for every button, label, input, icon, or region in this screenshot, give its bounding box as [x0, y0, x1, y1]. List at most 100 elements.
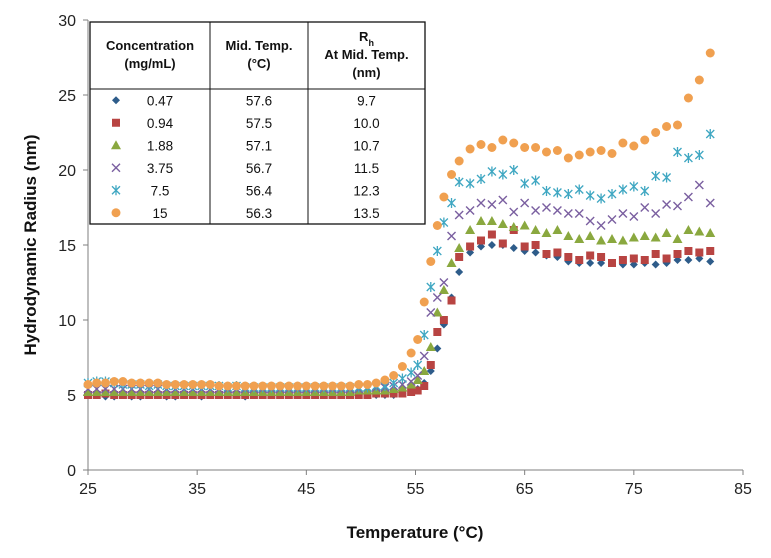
y-axis-title: Hydrodynamic Radius (nm): [21, 134, 40, 355]
data-point: [585, 190, 595, 201]
data-point: [447, 296, 456, 305]
legend-cell: 10.0: [353, 116, 379, 131]
data-point: [419, 297, 429, 307]
data-point: [520, 143, 530, 152]
data-point: [109, 387, 120, 396]
y-tick-label: 5: [67, 388, 76, 405]
data-point: [629, 181, 639, 192]
data-point: [362, 380, 372, 389]
data-point: [398, 389, 407, 398]
data-point: [310, 381, 320, 391]
data-point: [552, 146, 562, 155]
data-point: [618, 256, 627, 264]
data-points: [83, 48, 716, 401]
data-point: [413, 371, 423, 380]
data-point: [586, 251, 595, 260]
data-point: [454, 156, 464, 166]
data-point: [407, 388, 416, 396]
data-point: [118, 377, 128, 386]
data-point: [487, 166, 497, 177]
legend-cell: 56.7: [246, 161, 272, 176]
data-point: [509, 138, 519, 148]
data-point: [412, 375, 423, 384]
data-point: [153, 378, 163, 388]
data-point: [706, 247, 715, 255]
data-point: [673, 120, 682, 130]
legend-header-text: Mid. Temp.: [226, 38, 293, 53]
data-point: [596, 235, 607, 245]
data-point: [406, 379, 417, 389]
data-point: [388, 384, 399, 393]
data-point: [531, 143, 541, 152]
axis-ticks: 0 5 10 15 20 25 30 25 35 45 55 65 75 85: [58, 13, 752, 498]
data-point: [684, 247, 693, 255]
legend-marker: [111, 208, 121, 218]
data-point: [575, 256, 584, 264]
data-point: [553, 248, 562, 257]
data-point: [695, 248, 704, 257]
legend-marker: [111, 140, 121, 150]
data-point: [607, 234, 617, 243]
data-point: [152, 387, 163, 396]
data-point: [519, 220, 530, 230]
x-axis-title: Temperature (°C): [347, 523, 484, 542]
data-point: [170, 380, 180, 389]
data-point: [126, 387, 137, 396]
data-point: [249, 381, 259, 391]
data-point: [266, 381, 276, 391]
data-point: [293, 381, 303, 391]
data-point: [454, 243, 465, 252]
data-point: [477, 236, 485, 245]
legend-cell: 3.75: [147, 161, 173, 176]
legend-header-text: At Mid. Temp.: [324, 47, 408, 62]
data-point: [319, 381, 329, 391]
data-point: [705, 129, 715, 139]
data-point: [607, 215, 617, 224]
series-6: [83, 48, 715, 391]
data-point: [426, 282, 436, 292]
data-point: [498, 239, 507, 248]
data-point: [607, 149, 617, 158]
data-point: [240, 381, 250, 391]
data-point: [705, 198, 715, 208]
data-point: [487, 241, 496, 249]
data-point: [628, 232, 639, 242]
data-point: [413, 335, 423, 344]
data-point: [328, 381, 338, 391]
data-point: [552, 187, 562, 198]
data-point: [92, 378, 102, 388]
x-tick-label: 85: [734, 481, 752, 498]
data-point: [420, 382, 429, 390]
data-point: [542, 203, 551, 212]
data-point: [683, 93, 693, 103]
data-point: [223, 381, 233, 391]
data-point: [542, 186, 551, 196]
data-point: [275, 381, 285, 391]
data-point: [706, 257, 715, 266]
data-point: [354, 380, 364, 389]
data-point: [197, 380, 207, 389]
legend-cell: 11.5: [354, 161, 379, 176]
data-point: [629, 254, 638, 263]
legend-cell: 57.1: [246, 138, 272, 153]
data-point: [563, 231, 574, 240]
data-point: [465, 178, 475, 189]
data-point: [433, 344, 442, 353]
data-point: [397, 382, 408, 392]
data-point: [564, 253, 573, 261]
data-point: [651, 171, 661, 181]
data-point: [336, 381, 346, 391]
data-point: [694, 75, 704, 85]
legend-cell: 56.3: [246, 206, 272, 221]
data-point: [100, 378, 110, 388]
data-point: [574, 150, 584, 160]
legend-marker: [112, 118, 120, 127]
data-point: [406, 367, 416, 378]
data-point: [498, 195, 508, 205]
legend-cell: 57.5: [246, 116, 272, 131]
legend-header-text: Concentration: [106, 38, 194, 53]
data-point: [683, 225, 694, 234]
data-point: [640, 203, 650, 212]
data-point: [109, 377, 119, 386]
